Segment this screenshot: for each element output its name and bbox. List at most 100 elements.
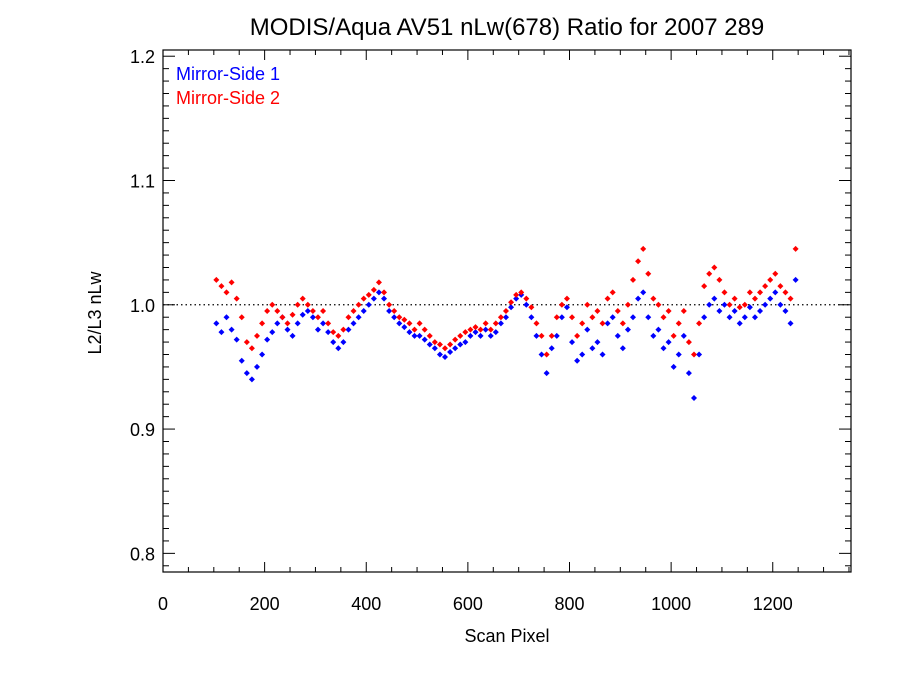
data-point: [254, 332, 261, 339]
data-point: [731, 295, 738, 302]
data-point: [259, 351, 266, 358]
data-point: [716, 276, 723, 283]
data-point: [335, 332, 342, 339]
data-point: [497, 314, 504, 321]
data-point: [787, 320, 794, 327]
y-tick-label: 1.1: [130, 172, 155, 192]
data-point: [233, 295, 240, 302]
data-point: [787, 295, 794, 302]
data-point: [238, 357, 245, 364]
plot-frame: [162, 49, 852, 573]
data-point: [619, 345, 626, 352]
x-tick-label: 600: [453, 594, 483, 614]
data-point: [523, 295, 530, 302]
data-point: [431, 345, 438, 352]
data-point: [436, 351, 443, 358]
data-point: [772, 270, 779, 277]
data-point: [726, 314, 733, 321]
data-point: [619, 320, 626, 327]
data-point: [614, 308, 621, 314]
data-point: [782, 289, 789, 296]
data-point: [264, 336, 271, 343]
data-point: [736, 304, 743, 311]
data-point: [685, 339, 692, 346]
data-point: [340, 326, 347, 333]
data-point: [594, 308, 601, 314]
data-point: [635, 295, 642, 302]
data-point: [518, 289, 525, 296]
data-point: [401, 316, 408, 323]
data-point: [309, 308, 316, 314]
data-point: [355, 314, 362, 321]
data-point: [558, 301, 565, 308]
data-point: [563, 295, 570, 302]
data-point: [386, 301, 393, 308]
data-point: [594, 339, 601, 346]
data-point: [670, 332, 677, 339]
data-point: [289, 332, 296, 339]
data-point: [538, 351, 545, 358]
data-point: [442, 345, 449, 352]
y-tick-label: 0.8: [130, 544, 155, 564]
data-point: [375, 279, 382, 286]
data-point: [563, 304, 570, 311]
data-point: [406, 320, 413, 327]
data-point: [589, 314, 596, 321]
data-point: [731, 308, 738, 314]
data-point: [609, 289, 616, 296]
data-point: [248, 345, 255, 352]
data-point: [569, 339, 576, 346]
data-point: [436, 341, 443, 348]
data-point: [391, 308, 398, 314]
data-point: [345, 314, 352, 321]
data-point: [299, 295, 306, 302]
data-point: [340, 339, 347, 346]
data-point: [508, 299, 515, 306]
data-point: [690, 351, 697, 358]
data-point: [533, 320, 540, 327]
data-point: [431, 339, 438, 346]
plot-area: 0 200 400 600 800 1000 1200 0.8 0.9 1.0 1.1 1.2: [130, 47, 852, 614]
data-point: [650, 332, 657, 339]
data-point: [640, 245, 647, 252]
data-point: [421, 336, 428, 343]
chart-title: MODIS/Aqua AV51 nLw(678) Ratio for 2007 …: [250, 14, 765, 41]
data-point: [772, 289, 779, 296]
x-tick-label: 400: [351, 594, 381, 614]
data-point: [706, 301, 713, 308]
data-point: [736, 320, 743, 327]
data-point: [650, 295, 657, 302]
data-point: [243, 370, 250, 377]
data-point: [741, 301, 748, 308]
data-point: [274, 320, 281, 327]
data-point: [508, 304, 515, 311]
data-point: [584, 326, 591, 333]
data-point: [579, 320, 586, 327]
data-point: [269, 301, 276, 308]
data-point: [696, 351, 703, 358]
data-point: [711, 295, 718, 302]
data-point: [782, 308, 789, 314]
data-point: [751, 314, 758, 321]
data-point: [467, 326, 474, 333]
data-point: [248, 376, 255, 383]
data-point: [457, 332, 464, 339]
data-point: [645, 314, 652, 321]
data-point: [218, 283, 225, 290]
data-point: [365, 301, 372, 308]
data-point: [609, 314, 616, 321]
data-point: [543, 351, 550, 358]
x-axis-label: Scan Pixel: [464, 626, 549, 646]
data-point: [757, 308, 764, 314]
data-point: [365, 291, 372, 298]
data-point: [350, 320, 357, 327]
data-point: [396, 314, 403, 321]
data-point: [548, 345, 555, 352]
data-point: [452, 336, 459, 343]
data-point: [635, 258, 642, 265]
data-point: [330, 329, 337, 336]
data-point: [320, 308, 327, 314]
data-point: [228, 326, 235, 333]
data-point: [228, 279, 235, 286]
